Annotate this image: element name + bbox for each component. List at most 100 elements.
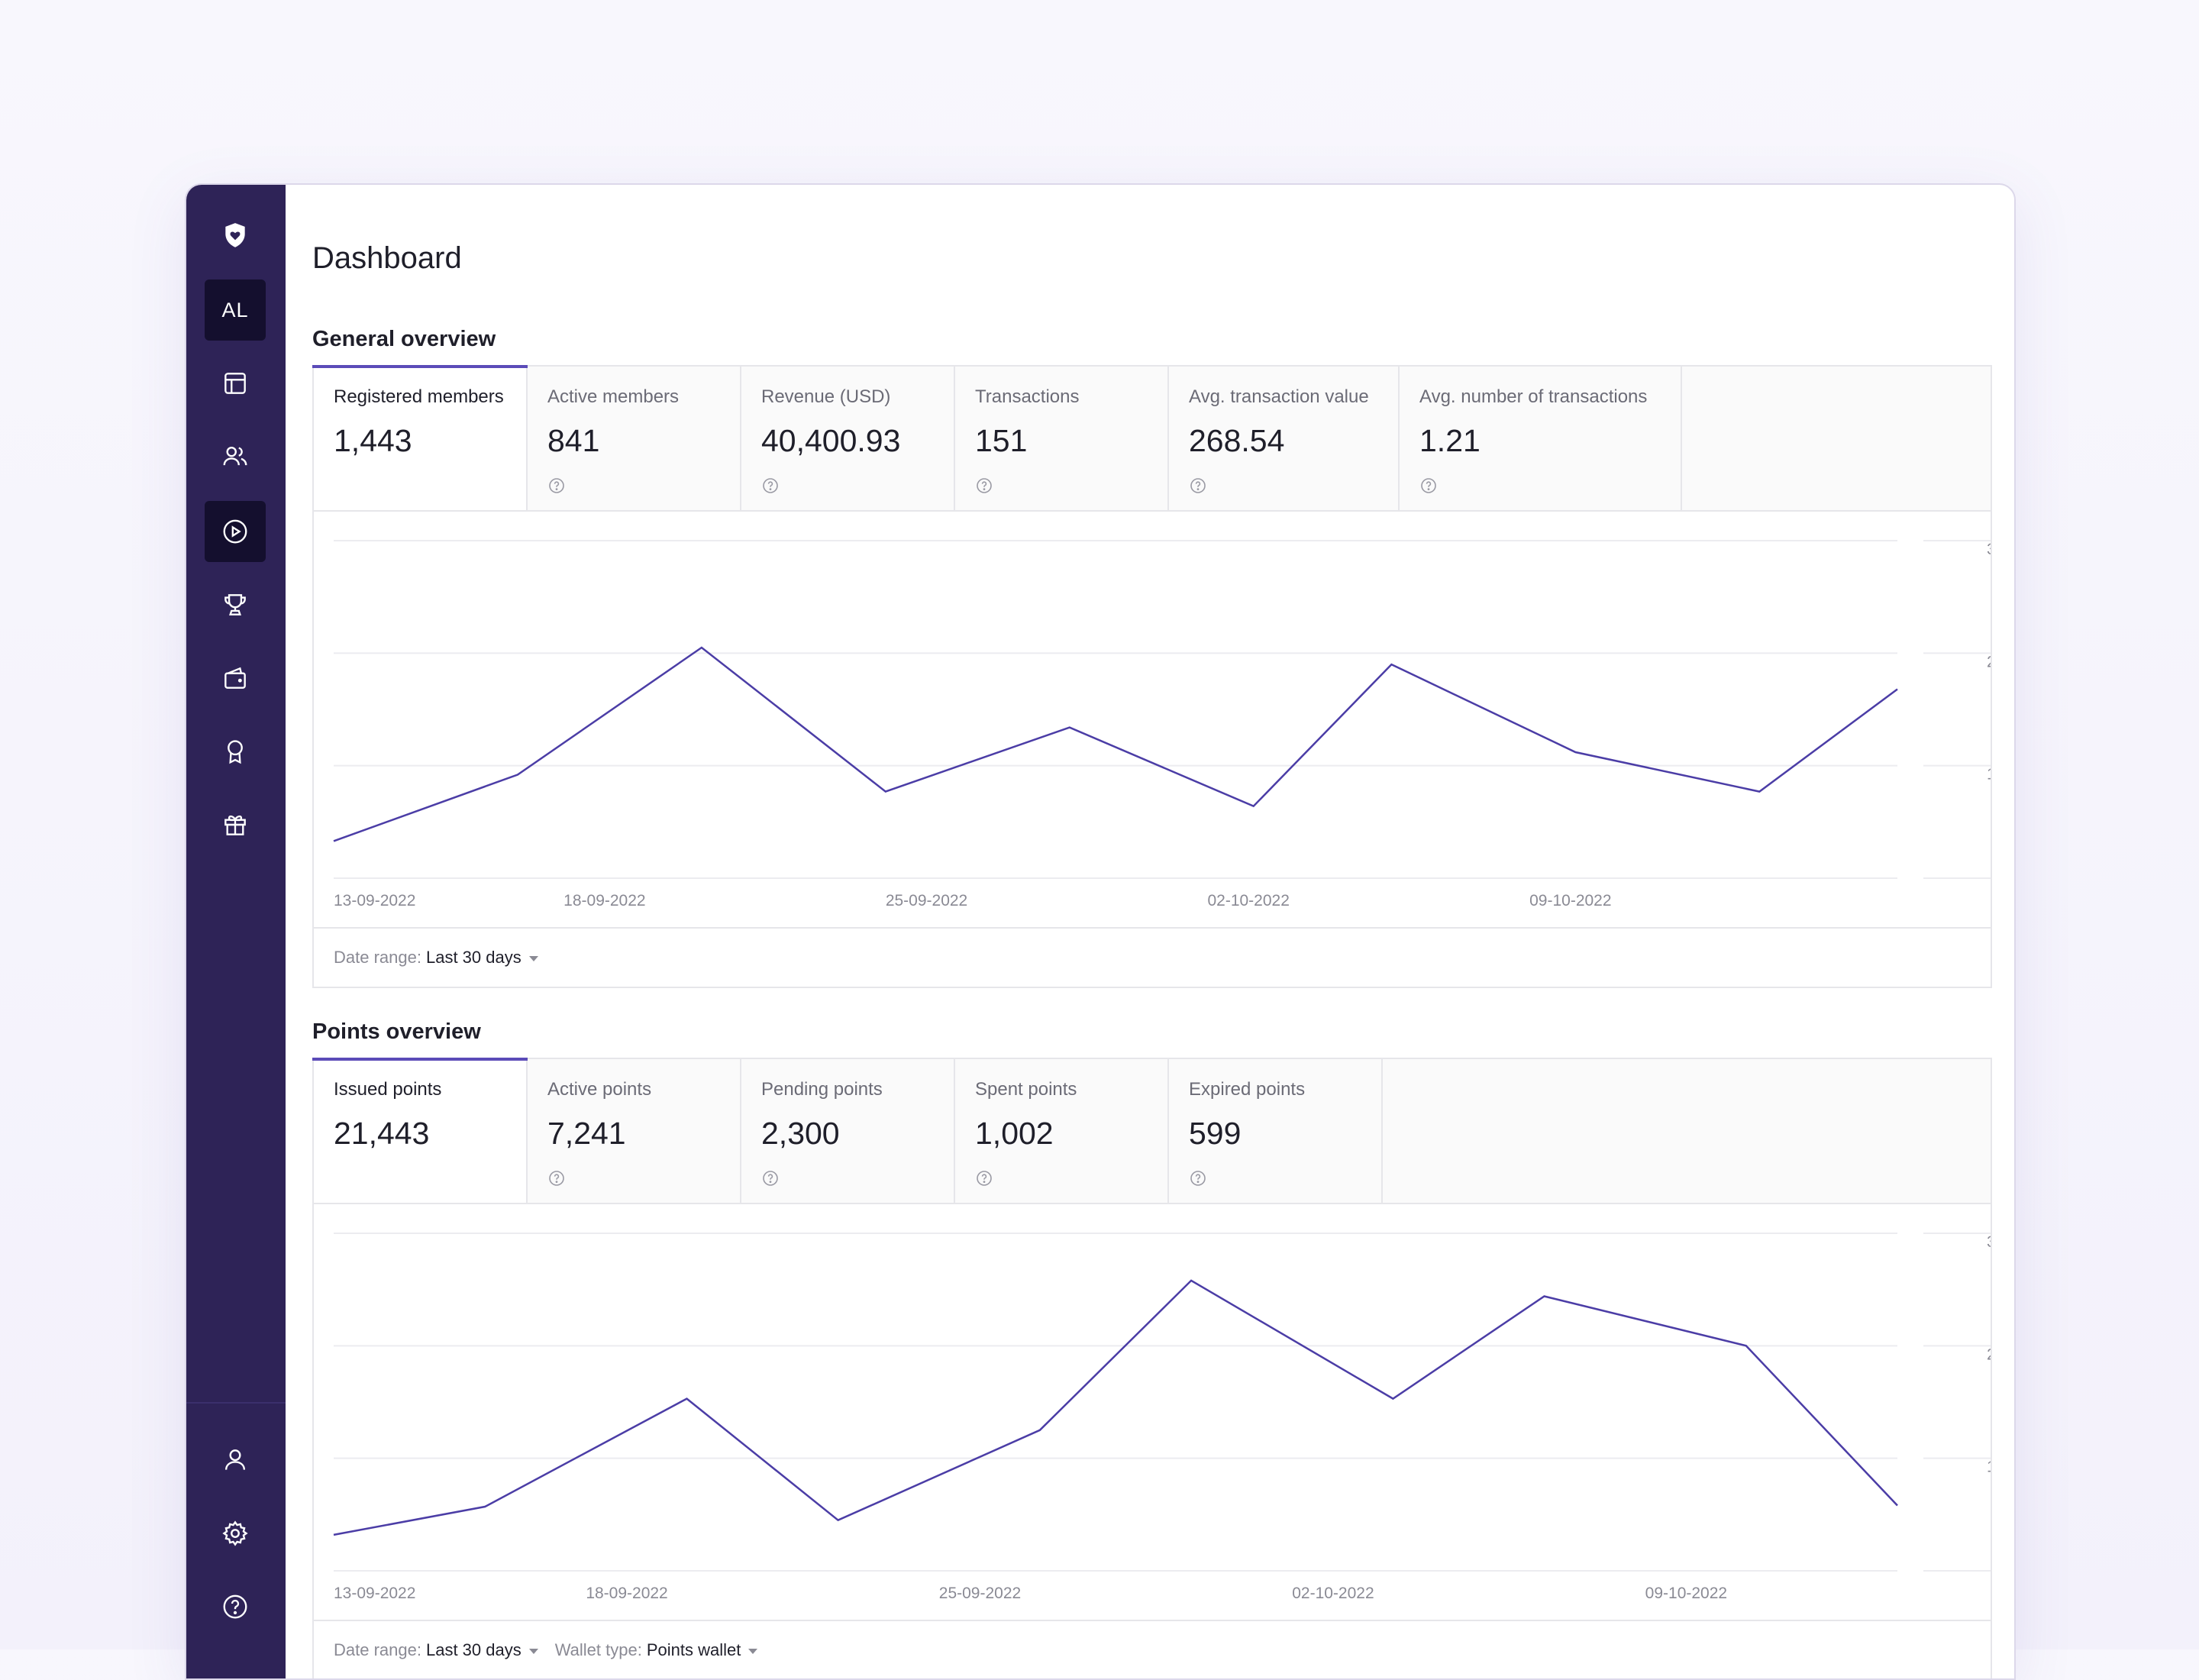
general-overview-panel: Registered members 1,443 Active members … xyxy=(312,365,1992,988)
page-title: Dashboard xyxy=(312,241,462,276)
points-chart-svg: 300200100013-09-202218-09-202225-09-2022… xyxy=(314,1204,1991,1620)
help-circle-icon[interactable] xyxy=(1189,477,1207,495)
caret-down-icon xyxy=(529,956,538,961)
wallet-type-value: Points wallet xyxy=(647,1640,741,1659)
wallet-type-label: Wallet type: xyxy=(555,1640,642,1660)
date-range-label: Date range: xyxy=(334,1640,421,1660)
metric-value: 841 xyxy=(547,423,722,459)
sidebar-item-help[interactable] xyxy=(205,1576,266,1637)
avatar-initials: AL xyxy=(221,299,248,322)
metric-value: 7,241 xyxy=(547,1116,722,1152)
help-circle-icon[interactable] xyxy=(761,1169,780,1187)
metric-tab-expired-points[interactable]: Expired points 599 xyxy=(1169,1059,1383,1203)
x-tick-label: 25-09-2022 xyxy=(939,1585,1021,1602)
sidebar-item-achievements[interactable] xyxy=(205,721,266,782)
avatar[interactable]: AL xyxy=(205,279,266,341)
series-line xyxy=(334,1281,1897,1535)
metric-tab-revenue[interactable]: Revenue (USD) 40,400.93 xyxy=(741,367,955,510)
metric-value: 21,443 xyxy=(334,1116,508,1152)
sidebar-item-account[interactable] xyxy=(205,1430,266,1491)
metric-label: Registered members xyxy=(334,386,508,408)
user-icon xyxy=(221,1446,250,1475)
points-chart-footer: Date range: Last 30 days Wallet type: Po… xyxy=(314,1620,1991,1679)
x-tick-label: 09-10-2022 xyxy=(1529,892,1611,909)
x-tick-label: 13-09-2022 xyxy=(334,1585,415,1602)
help-circle-icon[interactable] xyxy=(761,477,780,495)
metric-value: 2,300 xyxy=(761,1116,935,1152)
app-window: AL xyxy=(185,183,2016,1680)
x-tick-label: 02-10-2022 xyxy=(1292,1585,1374,1602)
help-circle-icon[interactable] xyxy=(975,1169,993,1187)
y-tick-label: 100 xyxy=(1987,766,1991,783)
trophy-icon xyxy=(221,590,250,619)
metric-value: 151 xyxy=(975,423,1149,459)
metric-value: 40,400.93 xyxy=(761,423,935,459)
logo-shield-heart-icon[interactable] xyxy=(205,205,266,266)
sidebar-item-settings[interactable] xyxy=(205,1503,266,1564)
points-metrics-tabs: Issued points 21,443 Active points 7,241… xyxy=(314,1059,1991,1204)
help-circle-icon[interactable] xyxy=(547,477,566,495)
x-tick-label: 25-09-2022 xyxy=(886,892,967,909)
metric-label: Transactions xyxy=(975,386,1149,408)
metric-value: 599 xyxy=(1189,1116,1363,1152)
metric-tab-spent-points[interactable]: Spent points 1,002 xyxy=(955,1059,1169,1203)
metric-tab-transactions[interactable]: Transactions 151 xyxy=(955,367,1169,510)
users-icon xyxy=(221,442,250,471)
general-metrics-tabs: Registered members 1,443 Active members … xyxy=(314,367,1991,512)
award-icon xyxy=(221,737,250,766)
metric-value: 268.54 xyxy=(1189,423,1380,459)
gift-icon xyxy=(221,810,250,839)
series-line xyxy=(334,648,1897,841)
metric-tab-pending-points[interactable]: Pending points 2,300 xyxy=(741,1059,955,1203)
metric-tab-avg-transaction-value[interactable]: Avg. transaction value 268.54 xyxy=(1169,367,1400,510)
help-circle-icon[interactable] xyxy=(1419,477,1438,495)
points-line-chart: 300200100013-09-202218-09-202225-09-2022… xyxy=(314,1204,1991,1620)
sidebar: AL xyxy=(186,185,286,1678)
metric-label: Issued points xyxy=(334,1079,508,1100)
sidebar-item-wallet[interactable] xyxy=(205,648,266,709)
sidebar-item-tiers[interactable] xyxy=(205,574,266,635)
date-range-value: Last 30 days xyxy=(426,948,521,967)
points-overview-title: Points overview xyxy=(312,1019,481,1045)
sidebar-item-members[interactable] xyxy=(205,426,266,487)
gear-icon xyxy=(221,1519,250,1548)
y-tick-label: 300 xyxy=(1987,541,1991,558)
sidebar-item-rewards[interactable] xyxy=(205,794,266,855)
sidebar-item-campaigns[interactable] xyxy=(205,501,266,562)
wallet-type-dropdown[interactable]: Points wallet xyxy=(647,1640,758,1660)
metric-label: Revenue (USD) xyxy=(761,386,935,408)
help-circle-icon[interactable] xyxy=(547,1169,566,1187)
date-range-value: Last 30 days xyxy=(426,1640,521,1659)
play-circle-icon xyxy=(221,517,250,546)
metric-tab-issued-points[interactable]: Issued points 21,443 xyxy=(314,1059,528,1203)
x-tick-label: 18-09-2022 xyxy=(586,1585,667,1602)
x-tick-label: 09-10-2022 xyxy=(1645,1585,1727,1602)
x-tick-label: 18-09-2022 xyxy=(563,892,645,909)
help-icon xyxy=(221,1592,250,1621)
y-tick-label: 200 xyxy=(1987,1346,1991,1363)
metric-value: 1,002 xyxy=(975,1116,1149,1152)
shield-heart-icon xyxy=(221,221,250,250)
metric-label: Pending points xyxy=(761,1079,935,1100)
metric-tab-registered-members[interactable]: Registered members 1,443 xyxy=(314,367,528,510)
help-circle-icon[interactable] xyxy=(975,477,993,495)
sidebar-divider xyxy=(186,1402,286,1404)
metric-tab-active-members[interactable]: Active members 841 xyxy=(528,367,741,510)
help-circle-icon[interactable] xyxy=(1189,1169,1207,1187)
metric-label: Active points xyxy=(547,1079,722,1100)
metric-label: Spent points xyxy=(975,1079,1149,1100)
x-tick-label: 13-09-2022 xyxy=(334,892,415,909)
sidebar-item-layout[interactable] xyxy=(205,353,266,414)
metric-tab-active-points[interactable]: Active points 7,241 xyxy=(528,1059,741,1203)
date-range-dropdown[interactable]: Last 30 days xyxy=(426,1640,538,1660)
metric-tab-avg-number-of-transactions[interactable]: Avg. number of transactions 1.21 xyxy=(1400,367,1682,510)
date-range-dropdown[interactable]: Last 30 days xyxy=(426,948,538,968)
metric-label: Active members xyxy=(547,386,722,408)
metric-label: Avg. transaction value xyxy=(1189,386,1380,408)
main-content: Dashboard General overview Registered me… xyxy=(286,185,2014,1678)
wallet-icon xyxy=(221,664,250,693)
y-tick-label: 300 xyxy=(1987,1233,1991,1251)
x-tick-label: 02-10-2022 xyxy=(1207,892,1289,909)
y-tick-label: 200 xyxy=(1987,653,1991,670)
general-overview-title: General overview xyxy=(312,327,496,352)
